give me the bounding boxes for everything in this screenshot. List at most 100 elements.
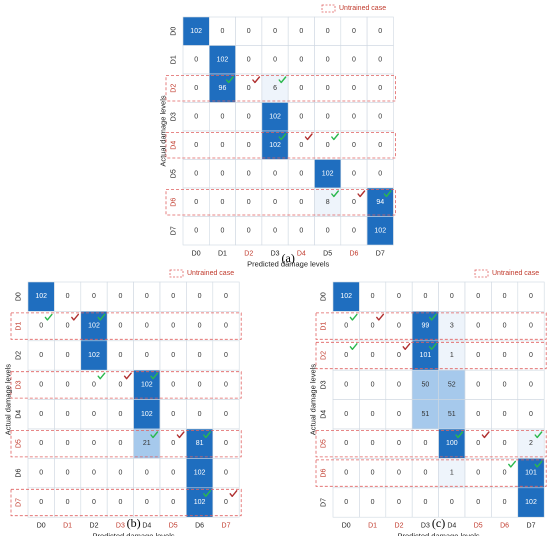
cell-value: 0 (397, 470, 401, 477)
cell-value: 0 (371, 499, 375, 506)
matrix-cell (464, 311, 492, 342)
x-tick-label: D3 (421, 523, 430, 530)
cell-value: 0 (220, 170, 224, 177)
untrained-row-box (315, 341, 547, 370)
cell-value: 0 (92, 381, 96, 388)
x-tick-label: D2 (244, 251, 253, 258)
x-tick-label: D6 (349, 251, 358, 258)
cell-value: 0 (39, 352, 43, 359)
y-tick-label: D6 (171, 198, 178, 207)
cell-value: 0 (171, 323, 175, 330)
untrained-row-box (315, 430, 547, 458)
cell-value: 0 (66, 470, 70, 477)
matrix-cell (314, 73, 342, 103)
x-axis-label: Predicted damage levels (398, 532, 480, 536)
cell-value: 51 (448, 411, 456, 418)
cell-value: 102 (141, 411, 153, 418)
x-tick-label: D2 (90, 523, 99, 530)
y-tick-label: D5 (321, 439, 328, 448)
cell-value: 0 (371, 293, 375, 300)
matrix-cell (209, 159, 236, 189)
cell-value: 102 (194, 499, 206, 506)
cell-value: 0 (529, 381, 533, 388)
y-tick-label: D2 (16, 351, 23, 360)
cell-value: 0 (171, 440, 175, 447)
y-tick-label: D1 (171, 55, 178, 64)
cell-value: 102 (269, 142, 281, 149)
panel-label: (b) (127, 516, 141, 530)
matrix-cell (385, 311, 413, 342)
matrix-cell (212, 311, 240, 342)
y-tick-label: D0 (321, 292, 328, 301)
confusion-matrix-b: 102 0 0 0 0 0 0 0 0 0 102 0 0 0 0 0 0 0 102 0 0 0 0 0 0 0 0 0 102 0 0 0… (4, 269, 242, 536)
check-mark (203, 431, 211, 439)
cell-value: 0 (66, 499, 70, 506)
cell-value: 0 (326, 28, 330, 35)
matrix-cell (133, 458, 161, 489)
matrix-cell (287, 187, 315, 217)
cell-value: 0 (171, 411, 175, 418)
cell-value: 0 (220, 227, 224, 234)
untrained-row-box (10, 488, 242, 517)
matrix-cell (54, 281, 82, 312)
matrix-cell (212, 340, 240, 371)
cell-value: 0 (194, 170, 198, 177)
cell-value: 0 (224, 381, 228, 388)
cell-value: 0 (397, 381, 401, 388)
matrix-cell (106, 340, 134, 371)
legend-swatch (321, 4, 336, 13)
cell-value: 0 (224, 323, 228, 330)
matrix-cell (80, 340, 108, 371)
matrix-cell (182, 16, 210, 46)
matrix-cell (340, 159, 368, 189)
matrix-cell (133, 487, 161, 518)
x-tick-label: D3 (271, 251, 280, 258)
cell-value: 0 (378, 28, 382, 35)
x-axis-label: Predicted damage levels (247, 260, 329, 269)
legend-label: Untrained case (339, 5, 386, 12)
cell-value: 0 (247, 113, 251, 120)
check-mark (428, 343, 437, 350)
cell-value: 102 (374, 227, 386, 234)
matrix-cell (411, 399, 439, 430)
untrained-row-box (315, 459, 547, 487)
cell-value: 0 (397, 323, 401, 330)
cell-value: 81 (196, 440, 204, 447)
cell-value: 0 (371, 411, 375, 418)
y-tick-label: D4 (321, 410, 328, 419)
matrix-cell (133, 311, 161, 342)
matrix-cell (438, 340, 466, 371)
check-mark (252, 76, 261, 84)
matrix-cell (366, 45, 394, 75)
matrix-cell (133, 281, 161, 312)
matrix-cell (182, 216, 210, 246)
matrix-cell (411, 428, 439, 459)
matrix-cell (54, 340, 82, 371)
cell-value: 0 (39, 440, 43, 447)
check-mark (331, 133, 339, 141)
cell-value: 0 (299, 113, 303, 120)
cell-value: 102 (88, 352, 100, 359)
cell-value: 0 (247, 28, 251, 35)
cell-value: 8 (326, 199, 330, 206)
y-tick-label: D5 (16, 439, 23, 448)
matrix-cell (340, 73, 368, 103)
cell-value: 102 (194, 470, 206, 477)
cell-value: 0 (371, 381, 375, 388)
cell-value: 0 (145, 293, 149, 300)
matrix-cell (517, 369, 545, 400)
cell-value: 0 (118, 293, 122, 300)
matrix-cell (186, 340, 214, 371)
matrix-cell (212, 458, 240, 489)
matrix-cell (366, 159, 394, 189)
matrix-cell (54, 458, 82, 489)
cell-value: 0 (450, 293, 454, 300)
cell-value: 0 (145, 323, 149, 330)
cell-value: 101 (420, 352, 432, 359)
matrix-cell (186, 399, 214, 430)
cell-value: 102 (269, 113, 281, 120)
cell-value: 0 (171, 470, 175, 477)
matrix-cell (314, 216, 342, 246)
cell-value: 101 (525, 470, 537, 477)
cell-value: 0 (224, 352, 228, 359)
